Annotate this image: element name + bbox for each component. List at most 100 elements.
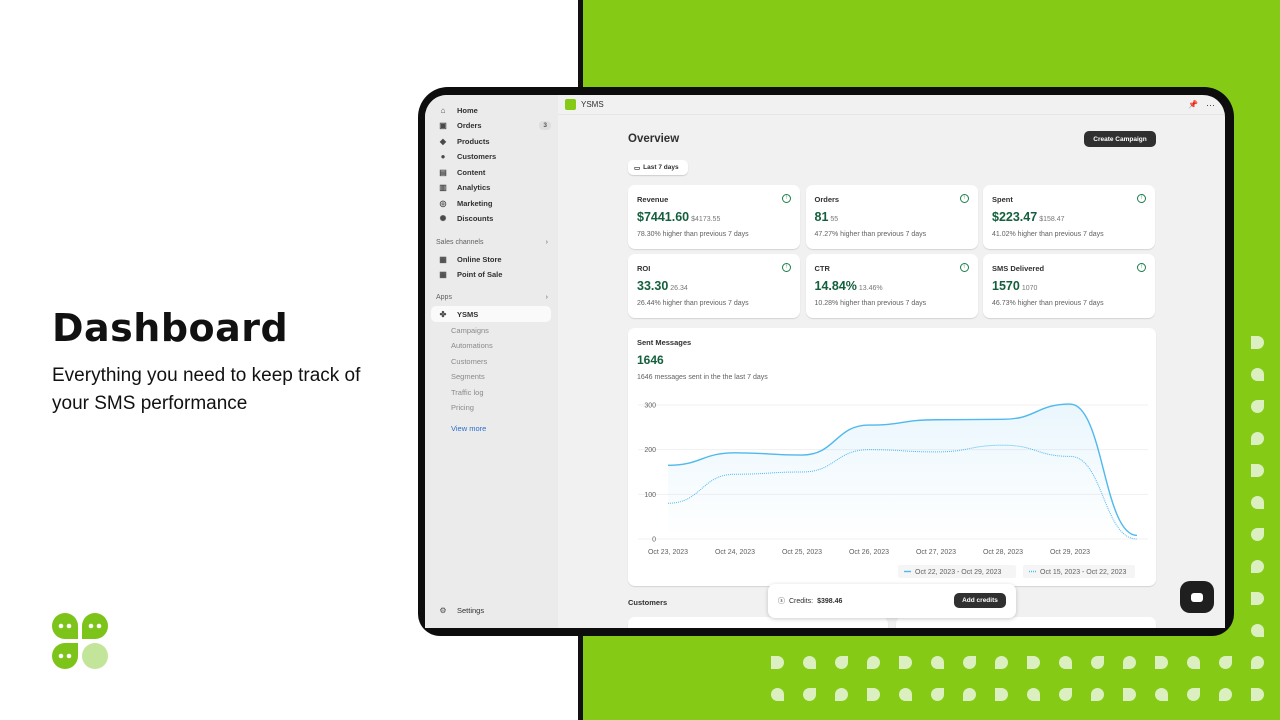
sidebar-subitem[interactable]: Campaigns [431, 322, 551, 338]
dot [835, 656, 848, 669]
sidebar-item-settings[interactable]: ⚙ Settings [431, 602, 551, 618]
dot [931, 688, 944, 701]
dot [867, 656, 880, 669]
sidebar-subitem[interactable]: Traffic log [431, 384, 551, 400]
sidebar-subitem[interactable]: Segments [431, 369, 551, 385]
sidebar-subitem[interactable]: Automations [431, 338, 551, 354]
dot [1123, 656, 1136, 669]
hero-title: Dashboard [52, 306, 289, 350]
dot [1251, 464, 1264, 477]
kpi-previous: $158.47 [1039, 216, 1065, 223]
subitem-label: Pricing [451, 403, 474, 412]
sidebar-item-customers[interactable]: ● Customers [431, 149, 551, 165]
store-icon: ▦ [439, 270, 447, 279]
series-area [668, 404, 1137, 539]
dot [995, 688, 1008, 701]
sales-channels-header[interactable]: Sales channels › [436, 239, 548, 246]
date-filter-button[interactable]: ▭ Last 7 days [628, 160, 688, 175]
dot [1187, 688, 1200, 701]
x-tick-label: Oct 28, 2023 [983, 549, 1023, 556]
dot [963, 656, 976, 669]
sidebar-item-label: Customers [457, 152, 497, 161]
dot [995, 656, 1008, 669]
dot [1155, 656, 1168, 669]
kpi-previous: 55 [830, 216, 839, 223]
sidebar-subitem[interactable]: Customers [431, 353, 551, 369]
legend-label: Oct 22, 2023 - Oct 29, 2023 [915, 569, 1001, 576]
sidebar-item-ysms[interactable]: ✤ YSMS [431, 306, 551, 322]
store-icon: ▦ [439, 254, 447, 264]
sidebar-item-label: Marketing [457, 198, 493, 208]
x-tick-label: Oct 24, 2023 [715, 549, 755, 556]
section-label: Apps [436, 294, 452, 301]
chevron-right-icon: › [545, 239, 548, 246]
kpi-value: 81 55 [815, 210, 839, 224]
sidebar-item-orders[interactable]: ▣ Orders 3 [431, 118, 551, 134]
marketing-icon: ◎ [439, 198, 447, 208]
kpi-desc: 26.44% higher than previous 7 days [637, 300, 749, 307]
dot [1027, 656, 1040, 669]
apps-header[interactable]: Apps › [436, 294, 548, 301]
kpi-current: 33.30 [637, 279, 669, 293]
customers-title: Customers [628, 598, 668, 607]
app-grid-icon: ✤ [439, 309, 447, 319]
dot [1059, 656, 1072, 669]
kpi-card: SMS Delivered ↑ 1570 1070 46.73% higher than… [983, 254, 1155, 318]
arrow-up-icon: ↑ [782, 263, 791, 272]
dot [771, 688, 784, 701]
view-more-link[interactable]: View more [451, 423, 487, 433]
kpi-label: ROI [637, 264, 651, 273]
dot [1059, 688, 1072, 701]
hero-subtitle: Everything you need to keep track of you… [52, 365, 361, 414]
arrow-up-icon: ↑ [1137, 263, 1146, 272]
kpi-previous: 13.46% [858, 285, 883, 292]
sidebar-item-content[interactable]: ▤ Content [431, 164, 551, 180]
x-tick-label: Oct 29, 2023 [1050, 549, 1090, 556]
sidebar-item-marketing[interactable]: ◎ Marketing [431, 195, 551, 211]
sidebar-item-label: Products [457, 136, 490, 146]
dot [1187, 656, 1200, 669]
app-label: YSMS [457, 309, 479, 319]
legend-label: Oct 15, 2023 - Oct 22, 2023 [1040, 569, 1126, 576]
kpi-current: 14.84% [814, 279, 857, 293]
dot [1219, 688, 1232, 701]
subitem-label: Automations [451, 341, 493, 350]
kpi-value: 33.30 26.34 [637, 279, 688, 293]
chat-button[interactable] [1180, 581, 1214, 613]
customers-card-right [896, 617, 1156, 628]
sent-value: 1646 [637, 353, 664, 367]
pin-icon[interactable]: 📌 [1188, 100, 1198, 109]
more-icon[interactable]: ··· [1206, 99, 1215, 110]
kpi-desc: 46.73% higher than previous 7 days [992, 300, 1104, 307]
credits-label: Credits: [789, 597, 814, 605]
sidebar-item-products[interactable]: ◆ Products [431, 133, 551, 149]
add-credits-button[interactable]: Add credits [954, 593, 1006, 608]
dot [867, 688, 880, 701]
bar-chart-icon: ▥ [439, 183, 447, 192]
arrow-up-icon: ↑ [1137, 194, 1146, 203]
kpi-previous: $4173.55 [691, 216, 721, 223]
dot [835, 688, 848, 701]
calendar-icon: ▭ [634, 164, 641, 172]
dot [1155, 688, 1168, 701]
sidebar-channel[interactable]: ▦ Point of Sale [431, 267, 551, 283]
kpi-value: 1570 1070 [992, 279, 1037, 293]
dot [1251, 528, 1264, 541]
legend-item [898, 565, 1016, 578]
settings-label: Settings [457, 605, 485, 615]
sidebar-item-analytics[interactable]: ▥ Analytics [431, 180, 551, 196]
sidebar-subitem[interactable]: Pricing [431, 400, 551, 416]
sidebar-channel[interactable]: ▦ Online Store [431, 251, 551, 267]
dot [1251, 496, 1264, 509]
kpi-value: $223.47 $158.47 [992, 210, 1065, 224]
sidebar-item-discounts[interactable]: ✺ Discounts [431, 211, 551, 227]
dot [1123, 688, 1136, 701]
tag-icon: ◆ [439, 136, 447, 146]
topbar: YSMS 📌 ··· [558, 95, 1225, 115]
kpi-desc: 41.02% higher than previous 7 days [992, 231, 1104, 238]
sidebar-item-home[interactable]: ⌂ Home [431, 102, 551, 118]
arrow-up-icon: ↑ [782, 194, 791, 203]
dot [1027, 688, 1040, 701]
create-campaign-button[interactable]: Create Campaign [1084, 131, 1156, 147]
section-label: Sales channels [436, 239, 484, 246]
